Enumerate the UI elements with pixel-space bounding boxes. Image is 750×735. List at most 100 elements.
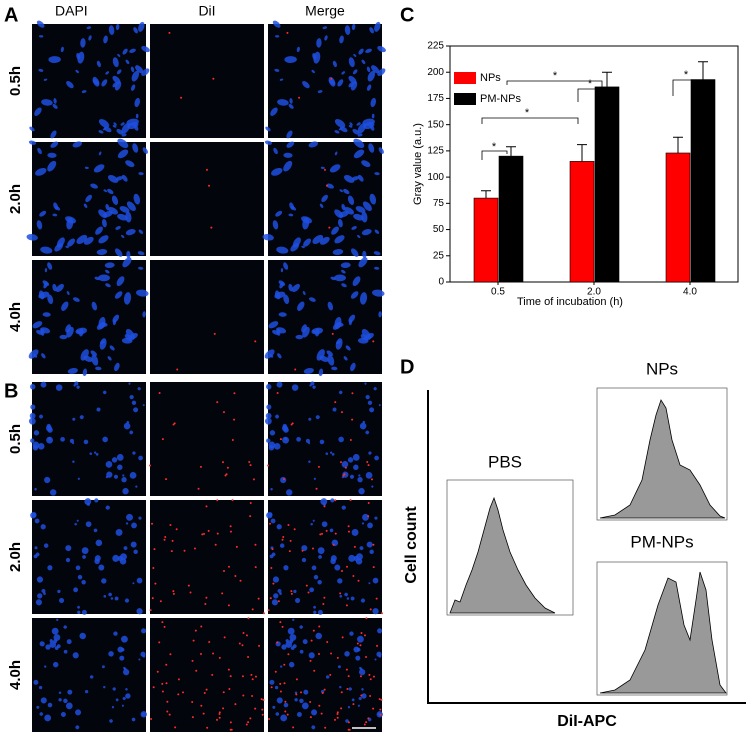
cell [349,474,354,479]
y-tick-label: 0 [438,277,444,288]
cell [95,452,99,456]
legend-swatch [454,72,476,84]
cell [352,454,360,461]
cell [378,404,381,407]
significance-bracket [506,80,603,88]
dye-spot [149,609,152,612]
dye-spot [169,653,172,656]
cell [132,143,139,153]
cell [40,524,46,530]
cell [117,138,129,149]
cell [302,639,308,645]
cell [330,558,336,565]
cell [40,246,53,254]
cell [281,644,287,650]
dye-spot [234,703,237,706]
cell [110,597,114,600]
error-bar [481,190,491,199]
cell [44,268,48,273]
cell [353,464,359,471]
cell [131,400,137,405]
cell [132,582,135,585]
dye-spot [279,690,282,693]
dye-spot [272,582,275,585]
dye-spot [341,636,344,639]
dye-spot [238,642,241,645]
cell [85,521,92,528]
cell [337,218,343,228]
dye-spot [363,634,366,637]
cell [285,489,293,496]
cell [36,20,45,28]
cell [72,460,75,463]
cell [341,283,347,288]
cell [366,84,372,91]
dye-spot [309,659,312,662]
cell [299,649,304,654]
cell [303,689,309,695]
cell [137,251,145,256]
cell [273,442,281,450]
dye-spot [380,698,383,701]
cell [268,445,275,451]
cell [266,404,272,410]
dye-spot [245,634,248,637]
dye-spot [330,652,333,655]
cell [122,48,128,55]
dye-spot [289,539,292,542]
cell [72,141,83,148]
cell [320,166,325,170]
dye-spot [203,692,206,695]
y-tick-label: 125 [427,146,444,157]
dye-spot [336,712,339,715]
cell [301,557,307,563]
dye-spot [287,523,290,526]
cell [369,407,375,413]
cell [288,661,295,668]
dye-spot [242,631,245,634]
dye-spot [300,691,303,694]
cell [272,705,276,709]
cell [103,189,108,193]
cell [326,350,333,357]
dye-spot [372,543,375,546]
cell [343,188,350,195]
dye-spot [349,439,352,442]
cell [134,97,141,108]
cell [130,84,136,91]
cell [29,126,35,132]
dye-spot [152,686,155,689]
cell [299,698,304,704]
cell [33,554,38,559]
cell [119,206,130,213]
dye-spot [343,473,346,476]
cell [121,477,127,483]
dye-spot [365,617,368,620]
dye-spot [205,505,208,508]
cell [346,597,350,600]
cell [332,407,337,412]
cell [56,618,59,621]
dye-spot [270,686,273,689]
cell [66,217,74,230]
cell [58,597,65,604]
dye-spot [352,703,355,706]
error-bar [698,61,708,80]
dye-spot [212,77,215,80]
cell [351,698,355,702]
significance-label: * [553,70,558,82]
dye-spot [365,721,368,724]
dye-spot [197,487,200,490]
dye-spot [375,597,378,600]
cell [308,460,311,463]
dye-spot [214,543,217,546]
cell [378,147,384,154]
cell [82,555,86,559]
cell [345,719,349,723]
cell [109,719,113,723]
axis-label: Cell count [403,506,420,584]
cell [352,69,358,75]
cell [135,65,144,74]
cell [326,183,334,189]
histogram [449,496,556,614]
